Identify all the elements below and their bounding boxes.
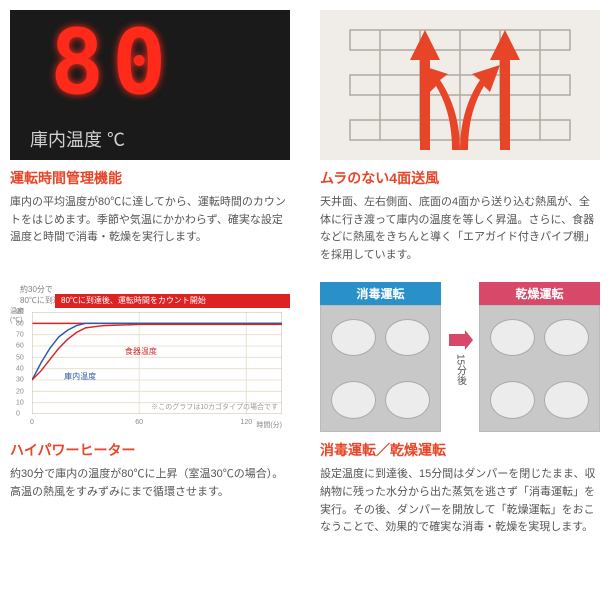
op-left-label: 消毒運転 (320, 282, 441, 305)
op-right-label: 乾燥運転 (479, 282, 600, 305)
runtime-image: 80 庫内温度 ℃ (10, 10, 290, 160)
op-right-panel: 乾燥運転 (479, 282, 600, 432)
op-arrow-text: 15分後 (453, 354, 468, 385)
op-left-panel: 消毒運転 (320, 282, 441, 432)
heater-desc: 約30分で庫内の温度が80℃に上昇（室温30℃の場合）。高温の熱風をすみずみにま… (10, 466, 290, 501)
op-left-img (320, 305, 441, 432)
heater-chart: 約30分で 80℃に到達。 80℃に到達後、運転時間をカウント開始 温度 (℃)… (10, 282, 290, 432)
operation-image: 消毒運転 15分後 乾燥運転 (320, 282, 600, 432)
airflow-image (320, 10, 600, 160)
airflow-title: ムラのない4面送風 (320, 168, 600, 188)
runtime-desc: 庫内の平均温度が80℃に達してから、運転時間のカウントをはじめます。季節や気温に… (10, 194, 290, 247)
operation-desc: 設定温度に到達後、15分間はダンパーを閉じたまま、収納物に残った水分から出た蒸気… (320, 466, 600, 536)
feature-airflow: ムラのない4面送風 天井面、左右側面、底面の4面から送り込む熱風が、全体に行き渡… (320, 10, 600, 264)
heater-title: ハイパワーヒーター (10, 440, 290, 460)
airflow-desc: 天井面、左右側面、底面の4面から送り込む熱風が、全体に行き渡って庫内の温度を等し… (320, 194, 600, 264)
airflow-svg (320, 10, 600, 160)
feature-operation: 消毒運転 15分後 乾燥運転 (320, 282, 600, 536)
chart-plot (32, 312, 282, 414)
feature-runtime: 80 庫内温度 ℃ 運転時間管理機能 庫内の平均温度が80℃に達してから、運転時… (10, 10, 290, 264)
led-value: 80 (50, 10, 174, 115)
runtime-title: 運転時間管理機能 (10, 168, 290, 188)
op-right-img (479, 305, 600, 432)
operation-title: 消毒運転／乾燥運転 (320, 440, 600, 460)
led-label: 庫内温度 ℃ (30, 126, 125, 152)
op-arrow: 15分後 (445, 282, 475, 432)
chart-banner: 80℃に到達後、運転時間をカウント開始 (55, 294, 290, 308)
feature-heater: 約30分で 80℃に到達。 80℃に到達後、運転時間をカウント開始 温度 (℃)… (10, 282, 290, 536)
chart-note: ※このグラフは10カゴタイプの場合です (151, 402, 278, 412)
chart-xlabel: 時間(分) (256, 420, 282, 430)
